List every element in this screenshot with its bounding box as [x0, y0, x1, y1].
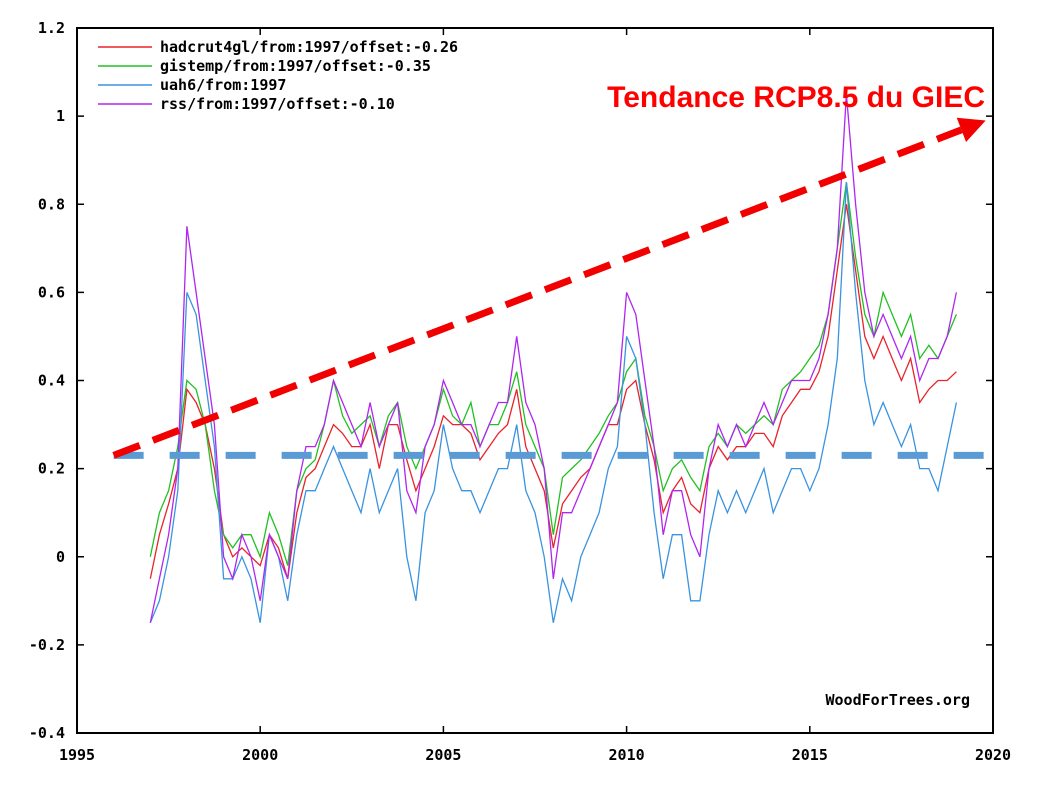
- trend-arrowhead: [956, 117, 986, 142]
- rcp85-trend-line: [112, 126, 963, 459]
- x-tick-label: 2005: [425, 746, 461, 764]
- x-tick-label: 2015: [792, 746, 828, 764]
- series-layer: [149, 94, 958, 624]
- series-line-1: [149, 182, 957, 566]
- y-tick-label: 1.2: [38, 19, 65, 37]
- tick-layer: 1995 2000 2005 2010 2015 2020 -0.4 -0.2 0 0.2 0.4 0…: [29, 19, 1011, 764]
- x-tick-label: 1995: [59, 746, 95, 764]
- y-tick-label: 0.6: [38, 283, 65, 301]
- y-tick-label: 0.8: [38, 195, 65, 213]
- trend-label: Tendance RCP8.5 du GIEC: [607, 81, 985, 114]
- watermark: WoodForTrees.org: [826, 691, 971, 709]
- legend: hadcrut4gl/from:1997/offset:-0.26gistemp…: [98, 38, 458, 113]
- y-tick-label: 1: [56, 107, 65, 125]
- y-tick-label: 0.4: [38, 372, 65, 390]
- x-tick-label: 2000: [242, 746, 278, 764]
- y-tick-label: 0.2: [38, 460, 65, 478]
- x-tick-label: 2010: [609, 746, 645, 764]
- x-tick-label: 2020: [975, 746, 1011, 764]
- series-line-2: [149, 182, 958, 624]
- series-line-0: [149, 204, 957, 579]
- y-tick-label: -0.2: [29, 636, 65, 654]
- legend-label: gistemp/from:1997/offset:-0.35: [160, 57, 431, 75]
- y-tick-label: -0.4: [29, 724, 65, 742]
- annotation-layer: [112, 117, 986, 459]
- legend-label: rss/from:1997/offset:-0.10: [160, 95, 395, 113]
- plot-frame: [76, 27, 994, 734]
- legend-label: uah6/from:1997: [160, 76, 286, 94]
- series-line-3: [149, 94, 958, 623]
- legend-label: hadcrut4gl/from:1997/offset:-0.26: [160, 38, 458, 56]
- y-tick-label: 0: [56, 548, 65, 566]
